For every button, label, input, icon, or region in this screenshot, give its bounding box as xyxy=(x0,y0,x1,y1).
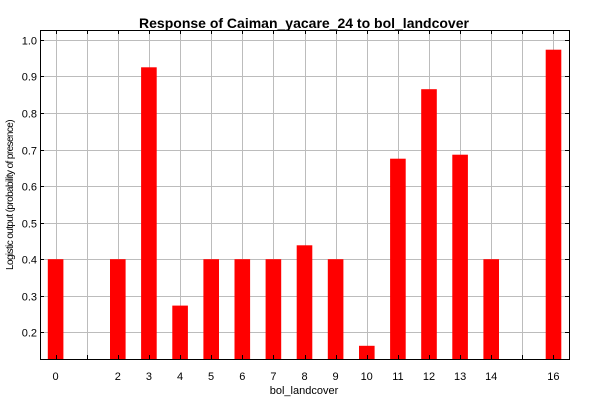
x-tick-label: 16 xyxy=(547,371,559,383)
x-tick-label: 6 xyxy=(239,371,245,383)
bar xyxy=(327,259,344,359)
bars xyxy=(47,49,562,360)
y-tick-label: 1.0 xyxy=(22,36,37,48)
bar xyxy=(47,259,64,359)
y-tick-label: 0.6 xyxy=(22,182,37,194)
y-axis-label: Logistic output (probability of presence… xyxy=(5,120,16,270)
bar xyxy=(172,305,188,359)
x-tick-label: 12 xyxy=(423,371,435,383)
y-tick-label: 0.7 xyxy=(22,146,37,158)
bar xyxy=(359,345,375,359)
bar xyxy=(234,259,251,359)
bar xyxy=(265,259,282,359)
x-tick-label: 13 xyxy=(454,371,466,383)
bar xyxy=(483,259,499,359)
x-tick-label: 7 xyxy=(270,371,276,383)
y-tick-label: 0.5 xyxy=(22,219,37,231)
y-tick-label: 0.8 xyxy=(22,109,37,121)
y-tick-label: 0.9 xyxy=(22,72,37,84)
x-tick-label: 10 xyxy=(361,371,373,383)
bar xyxy=(390,158,406,359)
x-tick-label: 3 xyxy=(146,371,152,383)
bar xyxy=(296,245,313,359)
bar xyxy=(452,154,468,359)
y-axis-ticks: 0.2 0.3 0.4 0.5 0.6 0.7 0.8 0.9 1.0 xyxy=(22,36,569,340)
bar xyxy=(110,259,126,359)
bar xyxy=(203,259,219,359)
y-tick-label: 0.3 xyxy=(22,292,37,304)
x-tick-label: 9 xyxy=(333,371,339,383)
x-axis-ticks: 0 2 3 4 5 6 7 8 9 10 11 12 13 14 16 xyxy=(53,30,560,383)
x-tick-label: 4 xyxy=(177,371,183,383)
x-tick-label: 11 xyxy=(392,371,403,383)
x-tick-label: 0 xyxy=(53,371,59,383)
x-tick-label: 2 xyxy=(115,371,121,383)
x-tick-label: 14 xyxy=(485,371,497,383)
x-tick-label: 8 xyxy=(301,371,307,383)
x-tick-label: 5 xyxy=(208,371,214,383)
y-tick-label: 0.4 xyxy=(22,255,37,267)
y-tick-label: 0.2 xyxy=(22,328,37,340)
bar xyxy=(141,67,157,360)
x-axis-label: bol_landcover xyxy=(270,385,339,397)
bar xyxy=(545,49,562,359)
bar xyxy=(421,89,437,359)
chart-title: Response of Caiman_yacare_24 to bol_land… xyxy=(139,15,469,31)
